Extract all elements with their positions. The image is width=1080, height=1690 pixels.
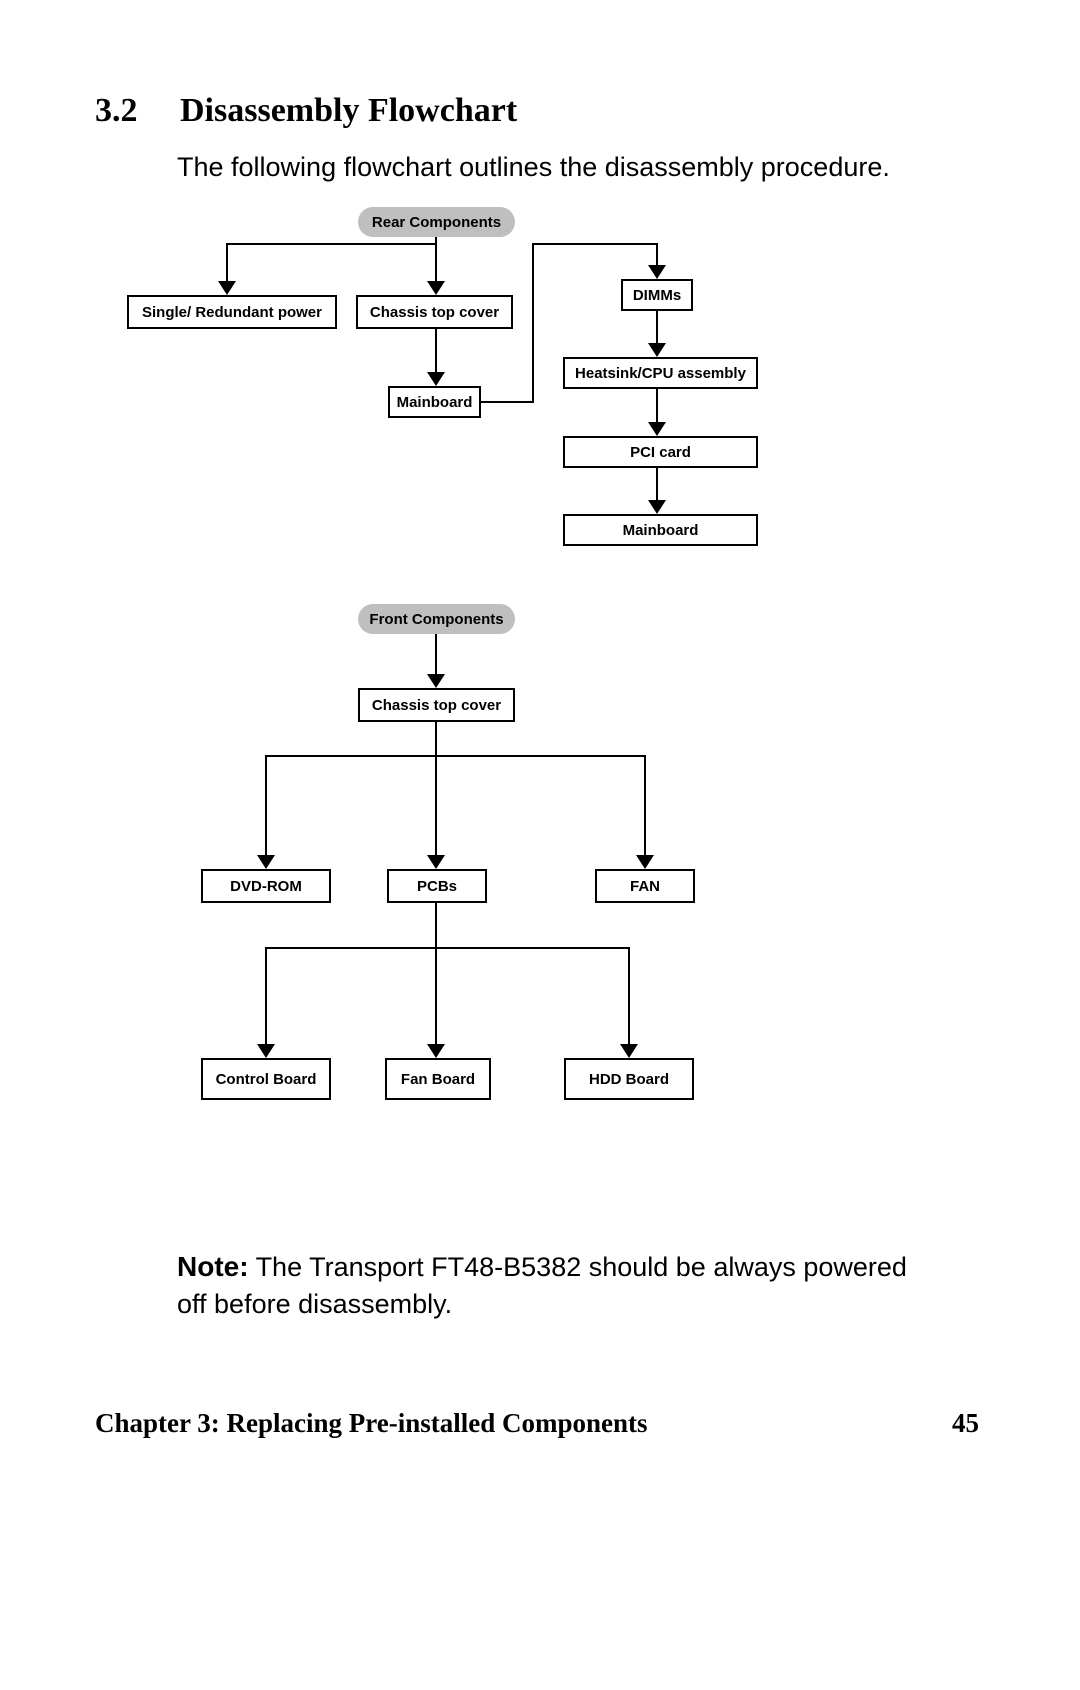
note: Note: The Transport FT48-B5382 should be… bbox=[177, 1248, 937, 1322]
intro-text: The following flowchart outlines the dis… bbox=[177, 152, 890, 183]
node-heatsink: Heatsink/CPU assembly bbox=[563, 357, 758, 389]
node-ctc1: Chassis top cover bbox=[356, 295, 513, 329]
node-front: Front Components bbox=[358, 604, 515, 634]
node-fan: FAN bbox=[595, 869, 695, 903]
footer-chapter: Chapter 3: Replacing Pre-installed Compo… bbox=[95, 1408, 648, 1439]
node-ctc2: Chassis top cover bbox=[358, 688, 515, 722]
node-ctrl: Control Board bbox=[201, 1058, 331, 1100]
note-label: Note: bbox=[177, 1251, 249, 1282]
node-dimms: DIMMs bbox=[621, 279, 693, 311]
node-hdd: HDD Board bbox=[564, 1058, 694, 1100]
section-title: Disassembly Flowchart bbox=[180, 92, 517, 130]
node-mb2: Mainboard bbox=[563, 514, 758, 546]
node-dvd: DVD-ROM bbox=[201, 869, 331, 903]
section-number: 3.2 bbox=[95, 92, 138, 130]
footer-page-number: 45 bbox=[952, 1408, 979, 1439]
node-rear: Rear Components bbox=[358, 207, 515, 237]
node-pci: PCI card bbox=[563, 436, 758, 468]
node-pcbs: PCBs bbox=[387, 869, 487, 903]
node-mb1: Mainboard bbox=[388, 386, 481, 418]
node-fanb: Fan Board bbox=[385, 1058, 491, 1100]
node-power: Single/ Redundant power bbox=[127, 295, 337, 329]
page: 3.2 Disassembly Flowchart The following … bbox=[0, 0, 1080, 1690]
note-body: The Transport FT48-B5382 should be alway… bbox=[177, 1252, 907, 1319]
